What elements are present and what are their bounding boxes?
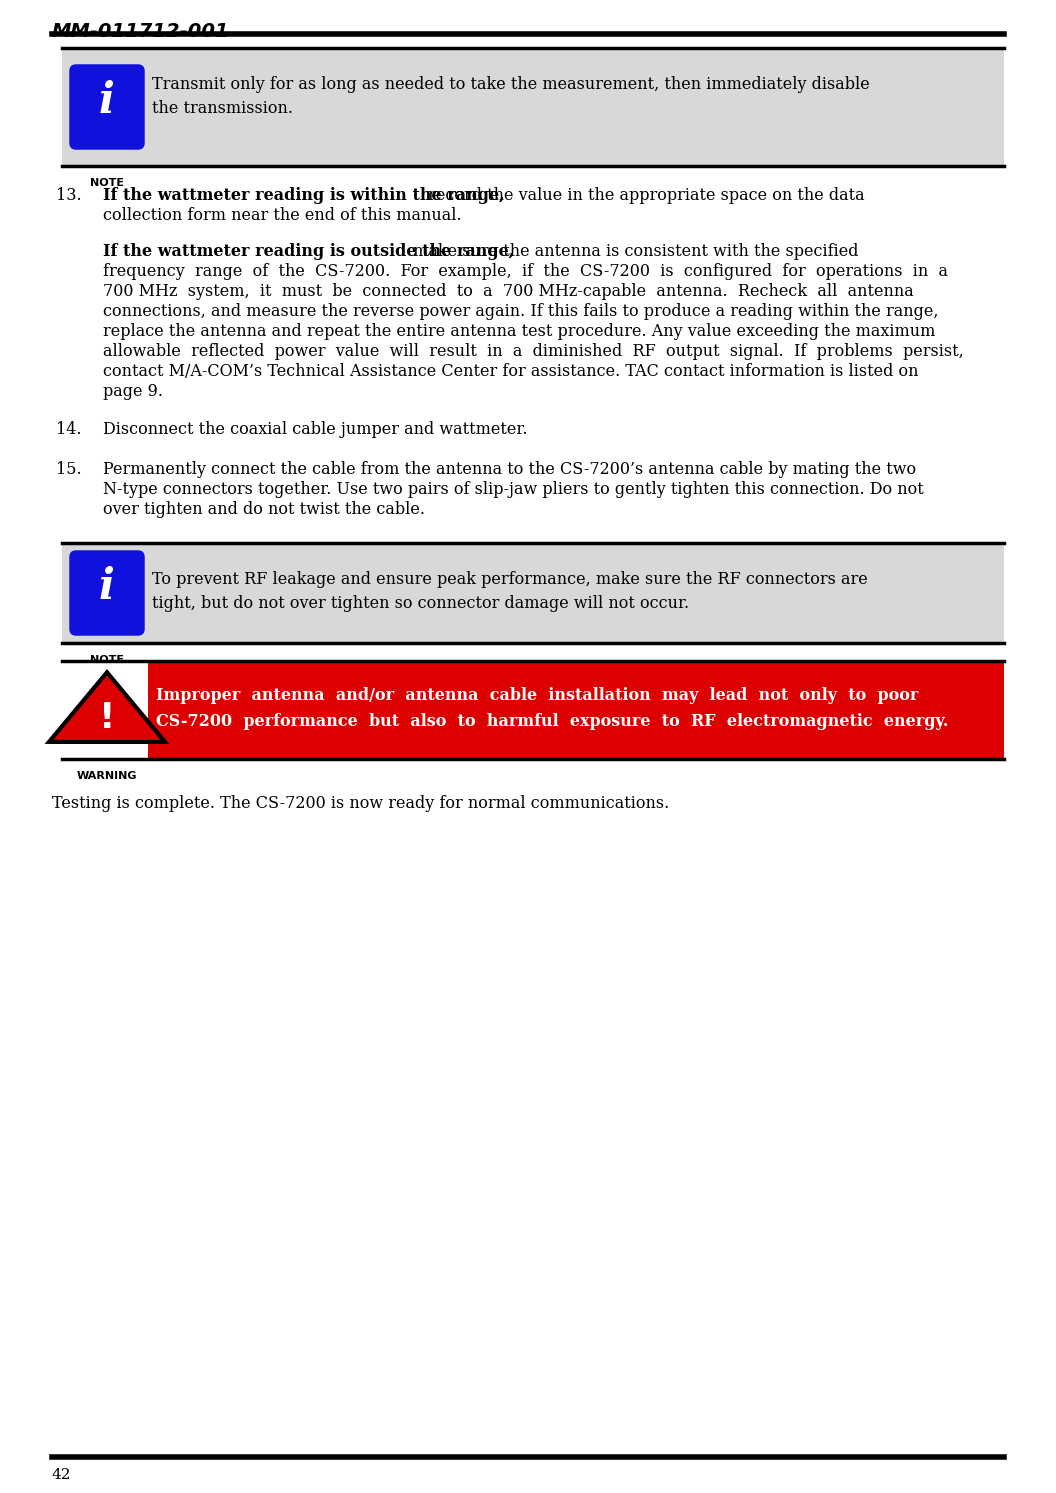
Text: Transmit only for as long as needed to take the measurement, then immediately di: Transmit only for as long as needed to t… <box>152 76 870 93</box>
Polygon shape <box>49 672 165 742</box>
Text: make sure the antenna is consistent with the specified: make sure the antenna is consistent with… <box>408 243 859 260</box>
Text: To prevent RF leakage and ensure peak performance, make sure the RF connectors a: To prevent RF leakage and ensure peak pe… <box>152 570 868 588</box>
FancyBboxPatch shape <box>62 543 1004 643</box>
Text: Permanently connect the cable from the antenna to the CS-7200’s antenna cable by: Permanently connect the cable from the a… <box>103 461 917 478</box>
Text: over tighten and do not twist the cable.: over tighten and do not twist the cable. <box>103 502 425 518</box>
Text: !: ! <box>99 702 115 735</box>
Text: i: i <box>99 566 115 608</box>
FancyBboxPatch shape <box>148 661 1004 758</box>
Text: page 9.: page 9. <box>103 384 163 400</box>
Text: replace the antenna and repeat the entire antenna test procedure. Any value exce: replace the antenna and repeat the entir… <box>103 322 936 340</box>
Text: 13.: 13. <box>56 187 81 205</box>
Text: frequency  range  of  the  CS-7200.  For  example,  if  the  CS-7200  is  config: frequency range of the CS-7200. For exam… <box>103 263 948 281</box>
Text: If the wattmeter reading is outside the range,: If the wattmeter reading is outside the … <box>103 243 514 260</box>
Text: allowable  reflected  power  value  will  result  in  a  diminished  RF  output : allowable reflected power value will res… <box>103 343 964 360</box>
Text: If the wattmeter reading is within the range,: If the wattmeter reading is within the r… <box>103 187 505 205</box>
Text: Improper  antenna  and/or  antenna  cable  installation  may  lead  not  only  t: Improper antenna and/or antenna cable in… <box>156 687 919 705</box>
Text: N-type connectors together. Use two pairs of slip-jaw pliers to gently tighten t: N-type connectors together. Use two pair… <box>103 481 924 499</box>
Text: record the value in the appropriate space on the data: record the value in the appropriate spac… <box>423 187 865 205</box>
Text: WARNING: WARNING <box>77 770 137 781</box>
Text: connections, and measure the reverse power again. If this fails to produce a rea: connections, and measure the reverse pow… <box>103 303 939 320</box>
Text: 14.: 14. <box>56 421 81 437</box>
Text: CS-7200  performance  but  also  to  harmful  exposure  to  RF  electromagnetic : CS-7200 performance but also to harmful … <box>156 714 948 730</box>
Text: the transmission.: the transmission. <box>152 100 293 116</box>
FancyBboxPatch shape <box>71 552 143 635</box>
Text: i: i <box>99 81 115 122</box>
FancyBboxPatch shape <box>62 48 1004 166</box>
Text: collection form near the end of this manual.: collection form near the end of this man… <box>103 208 461 224</box>
Text: NOTE: NOTE <box>90 655 124 664</box>
Text: contact M/A-COM’s Technical Assistance Center for assistance. TAC contact inform: contact M/A-COM’s Technical Assistance C… <box>103 363 919 381</box>
Text: MM-011712-001: MM-011712-001 <box>52 22 229 40</box>
Text: NOTE: NOTE <box>90 178 124 188</box>
FancyBboxPatch shape <box>71 66 143 148</box>
Text: 700 MHz  system,  it  must  be  connected  to  a  700 MHz-capable  antenna.  Rec: 700 MHz system, it must be connected to … <box>103 284 913 300</box>
Text: tight, but do not over tighten so connector damage will not occur.: tight, but do not over tighten so connec… <box>152 596 690 612</box>
Text: Testing is complete. The CS-7200 is now ready for normal communications.: Testing is complete. The CS-7200 is now … <box>52 794 670 812</box>
Text: 42: 42 <box>52 1468 72 1483</box>
Text: 15.: 15. <box>56 461 81 478</box>
Text: Disconnect the coaxial cable jumper and wattmeter.: Disconnect the coaxial cable jumper and … <box>103 421 528 437</box>
